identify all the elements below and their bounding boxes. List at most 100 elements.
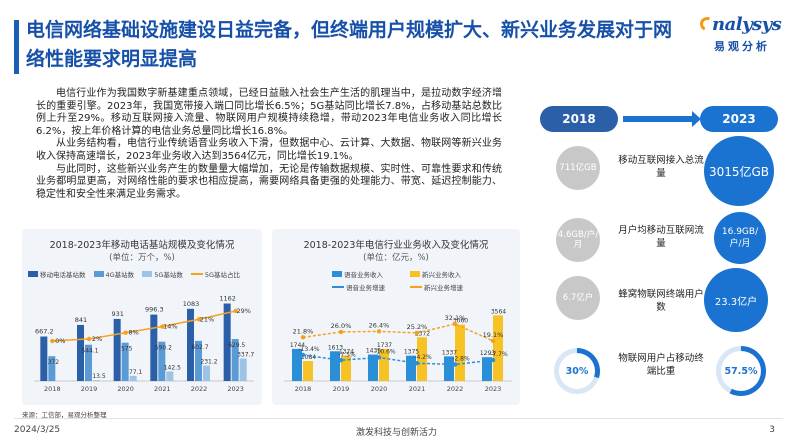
data-label: -13.4% [298, 346, 320, 353]
legend-item: 5G基站占比 [190, 269, 240, 279]
line-point [86, 336, 92, 342]
bar [368, 354, 378, 381]
line-point [300, 352, 306, 358]
chart-legend: 语音业务收入 新兴业务收入 语音业务增速 新兴业务增速 [332, 269, 512, 292]
data-label: 0% [55, 337, 65, 345]
data-label: 26.0% [331, 322, 352, 330]
data-label: 1162 [219, 295, 236, 303]
ratio-value: 30% [559, 353, 595, 389]
data-label: 32.1% [445, 314, 466, 322]
bar [77, 324, 84, 381]
metric-2018-circle: 6.7亿户 [556, 276, 600, 320]
metric-2023-circle: 3015亿GB [704, 136, 774, 206]
data-label: 841 [75, 316, 87, 324]
legend-item: 新兴业务增速 [410, 282, 463, 292]
bar [493, 315, 503, 381]
line-point [233, 308, 238, 314]
tick-label: 2022 [191, 385, 208, 393]
bar [121, 342, 129, 381]
metric-label: 移动互联网接入总流量 [618, 155, 704, 179]
bar [292, 348, 302, 381]
body-paragraph: 与此同时，这些新兴业务产生的数量量大幅增加，无论是传输数据规模、实时性、可靠性要… [36, 163, 502, 200]
metric-label: 物联网用户占移动终端比重 [618, 353, 704, 377]
line-point [490, 338, 496, 344]
data-label: 931 [111, 310, 123, 318]
bar [482, 357, 492, 381]
data-label: -7.5% [338, 351, 356, 358]
legend-swatch [332, 271, 342, 277]
legend-label: 5G基站数 [154, 271, 183, 279]
data-label: 667.2 [35, 328, 54, 336]
legend-swatch [93, 271, 104, 277]
bar [231, 339, 239, 381]
data-label: 14% [163, 323, 177, 331]
data-label: 21.8% [293, 327, 314, 335]
tick-label: 2018 [295, 385, 312, 393]
base-station-chart: 667.2 372 2018 841 544.1 13.5 2019 931 575 77.1 20… [34, 295, 254, 393]
data-label: 26.4% [369, 321, 390, 329]
tick-label: 2021 [409, 385, 426, 393]
data-label: 29% [236, 307, 250, 315]
metric-2018-circle: 711亿GB [556, 146, 600, 190]
bar [113, 318, 121, 381]
title-accent-bar [14, 20, 19, 74]
line-point [123, 330, 128, 335]
data-label: 1374 [339, 349, 354, 356]
line-point [452, 362, 458, 367]
bar [330, 351, 340, 381]
body-text: 电信行业作为我国数字新基建重点领域，已经日益融入社会生产生活的肌理当中，是拉动数… [36, 88, 502, 201]
bar [455, 324, 465, 381]
data-label: 602.7 [191, 344, 208, 351]
data-label: 1435 [366, 348, 381, 355]
line-point [414, 361, 420, 366]
line-point [160, 324, 165, 329]
legend-label: 新兴业务收入 [422, 271, 461, 279]
legend-label: 4G基站数 [105, 271, 135, 279]
data-label: 1375 [404, 349, 419, 356]
page-title: 电信网络基础设施建设日益完备，但终端用户规模扩大、新兴业务发展对于网络性能要求明… [26, 19, 673, 70]
tick-label: 2021 [154, 385, 171, 393]
chart-title: 2018-2023年电信行业业务收入及变化情况 [303, 240, 489, 251]
tick-label: 2020 [371, 385, 388, 393]
footer-date: 2024/3/25 [14, 425, 61, 435]
line-point [196, 317, 202, 322]
logo-text-cn: 易观分析 [714, 40, 770, 53]
source-note: 来源：工信部，易观分析整理 [22, 411, 107, 419]
legend-item: 语音业务增速 [332, 282, 402, 292]
data-label: 996.3 [145, 306, 164, 314]
data-label: 544.1 [81, 348, 98, 355]
line-point [50, 338, 55, 344]
bar [444, 356, 454, 381]
legend-swatch [28, 271, 38, 277]
logo-text-en: nalysys [712, 14, 782, 35]
legend-label: 移动电话基站数 [40, 271, 86, 279]
bar [158, 341, 166, 381]
tick-label: 2022 [447, 385, 464, 393]
bar [93, 380, 100, 381]
data-label: -10.6% [374, 348, 396, 355]
chart-unit: (单位：亿元，%) [363, 253, 429, 263]
series-line [302, 354, 494, 366]
bar [48, 356, 56, 381]
bar [417, 337, 427, 381]
line-point [490, 357, 496, 363]
data-label: 629.5 [228, 342, 245, 349]
legend-label: 语音业务收入 [344, 271, 383, 279]
bar [223, 303, 231, 381]
line-point [376, 355, 382, 360]
revenue-chart-panel: 2018-2023年电信行业业务收入及变化情况 (单位：亿元，%) 语音业务收入… [272, 229, 520, 405]
bar [187, 308, 194, 381]
metric-2018-circle: 4.6GB/户/月 [556, 218, 600, 262]
data-label: 21% [200, 315, 214, 323]
line-point [300, 335, 306, 340]
data-label: 590.2 [155, 345, 172, 352]
series-line [52, 310, 236, 342]
bar [406, 355, 416, 381]
legend-swatch [410, 271, 420, 277]
bar [195, 340, 202, 381]
legend-item: 移动电话基站数 [28, 269, 86, 279]
data-label: 231.2 [200, 359, 217, 366]
data-label: 3564 [491, 308, 506, 315]
metric-2023-circle: 23.3亿户 [704, 268, 768, 332]
bar [341, 355, 351, 381]
